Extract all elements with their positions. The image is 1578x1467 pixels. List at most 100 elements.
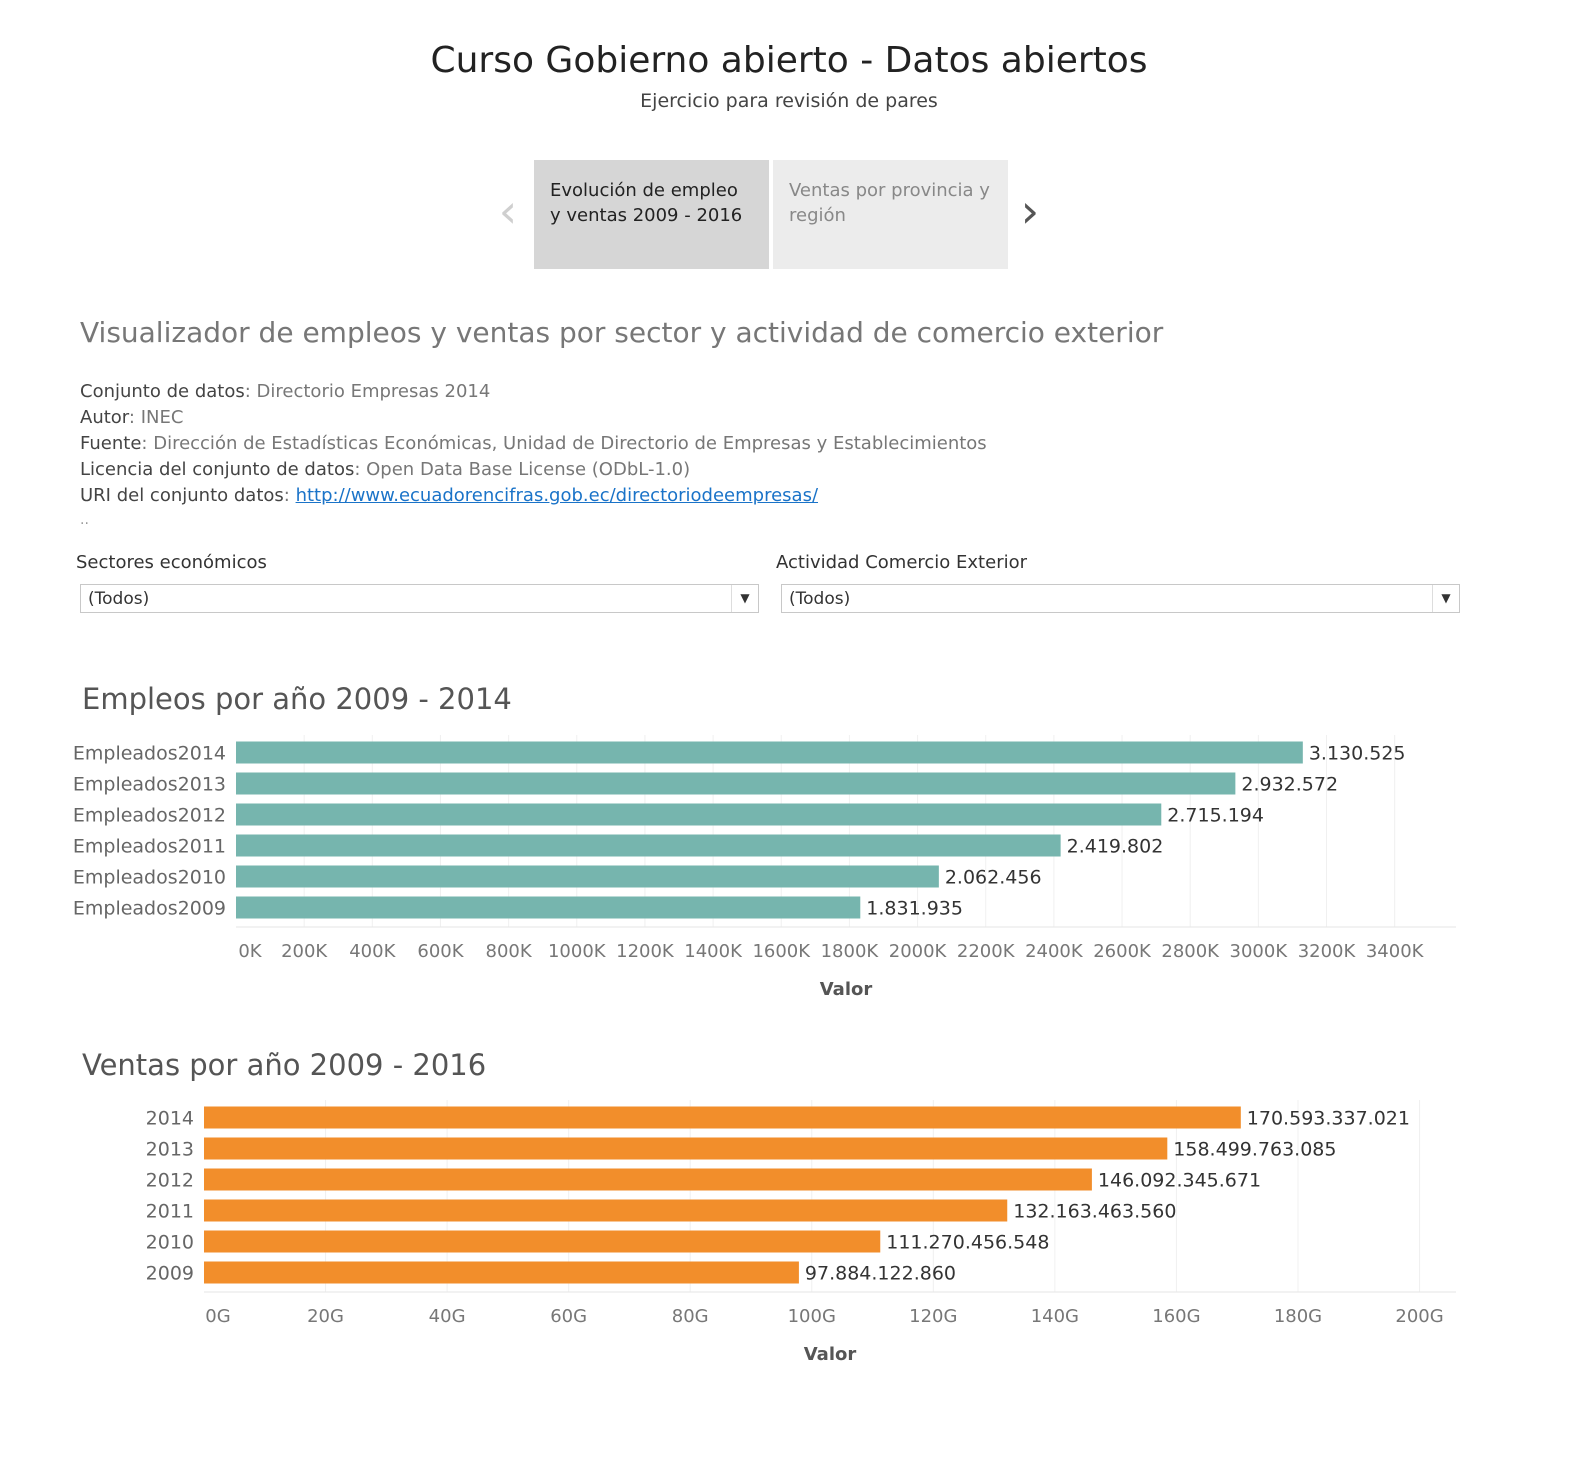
dropdown-value: (Todos) (88, 589, 150, 609)
meta-key: Fuente (80, 433, 142, 454)
dropdown-value: (Todos) (789, 589, 851, 609)
category-label: Empleados2012 (73, 805, 226, 827)
x-tick-label: 200G (1395, 1306, 1443, 1327)
x-tick-label: 2000K (889, 941, 948, 962)
data-label: 170.593.337.021 (1247, 1108, 1410, 1130)
bar (204, 1137, 1168, 1160)
meta-author: Autor: INEC (80, 407, 184, 428)
category-label: 2013 (146, 1139, 194, 1161)
category-label: 2011 (146, 1201, 194, 1223)
data-label: 3.130.525 (1309, 743, 1406, 765)
story-tab-label: Evolución de empleo y ventas 2009 - 2016 (550, 180, 743, 226)
dataset-uri-link[interactable]: http://www.ecuadorencifras.gob.ec/direct… (295, 485, 819, 506)
bar (236, 741, 1303, 764)
sectores-dropdown[interactable]: (Todos) ▼ (80, 584, 759, 613)
data-label: 2.932.572 (1241, 774, 1338, 796)
meta-value: Dirección de Estadísticas Económicas, Un… (153, 433, 987, 454)
x-tick-label: 160G (1152, 1306, 1200, 1327)
x-tick-label: 20G (307, 1306, 344, 1327)
bar (204, 1261, 799, 1284)
x-tick-label: 1600K (752, 941, 811, 962)
meta-key: Autor (80, 407, 129, 428)
x-tick-label: 80G (672, 1306, 709, 1327)
visualizer-title: Visualizador de empleos y ventas por sec… (80, 316, 1164, 349)
category-label: Empleados2009 (73, 898, 226, 920)
meta-key: Conjunto de datos (80, 381, 245, 402)
x-tick-label: 60G (550, 1306, 587, 1327)
x-axis-title: Valor (804, 1344, 857, 1365)
data-label: 2.062.456 (945, 867, 1042, 889)
chevron-left-icon[interactable]: ‹ (498, 184, 518, 238)
meta-source: Fuente: Dirección de Estadísticas Económ… (80, 433, 987, 454)
x-tick-label: 40G (429, 1306, 466, 1327)
bar (236, 834, 1061, 857)
category-label: Empleados2010 (73, 867, 226, 889)
data-label: 2.419.802 (1067, 836, 1164, 858)
x-tick-label: 180G (1274, 1306, 1322, 1327)
bar (204, 1168, 1092, 1191)
caret-down-icon[interactable]: ▼ (731, 585, 758, 612)
x-tick-label: 0K (238, 941, 262, 962)
data-label: 158.499.763.085 (1173, 1139, 1336, 1161)
chart-title-empleos: Empleos por año 2009 - 2014 (82, 682, 512, 716)
dashboard-title: Curso Gobierno abierto - Datos abiertos (430, 40, 1148, 81)
data-label: 1.831.935 (866, 898, 963, 920)
story-tab-evolucion[interactable]: Evolución de empleo y ventas 2009 - 2016 (534, 160, 769, 269)
x-tick-label: 3200K (1298, 941, 1357, 962)
x-tick-label: 1200K (616, 941, 675, 962)
data-label: 111.270.456.548 (886, 1232, 1049, 1254)
actividad-dropdown[interactable]: (Todos) ▼ (781, 584, 1460, 613)
bar (204, 1230, 881, 1253)
data-label: 97.884.122.860 (805, 1263, 956, 1285)
empleos-bar-chart: Empleados2014 3.130.525 Empleados2013 2.932… (73, 735, 1456, 1000)
x-tick-label: 800K (486, 941, 533, 962)
x-tick-label: 2800K (1161, 941, 1220, 962)
ventas-bar-chart: 2014 170.593.337.021 2013 158.499.763.085 20… (146, 1100, 1456, 1365)
category-label: 2010 (146, 1232, 194, 1254)
story-tab-label: Ventas por provincia y región (789, 180, 990, 226)
category-label: Empleados2011 (73, 836, 226, 858)
category-label: Empleados2014 (73, 743, 226, 765)
x-tick-label: 2400K (1025, 941, 1084, 962)
chevron-right-icon[interactable]: › (1020, 184, 1040, 238)
bar (236, 896, 861, 919)
dashboard-subtitle: Ejercicio para revisión de pares (640, 90, 938, 112)
x-tick-label: 3400K (1366, 941, 1425, 962)
category-label: Empleados2013 (73, 774, 226, 796)
meta-ellipsis: .. (80, 512, 89, 528)
x-tick-label: 200K (281, 941, 328, 962)
x-tick-label: 1000K (548, 941, 607, 962)
chart-title-ventas: Ventas por año 2009 - 2016 (82, 1048, 487, 1082)
category-label: 2009 (146, 1263, 194, 1285)
category-label: 2012 (146, 1170, 194, 1192)
meta-key: Licencia del conjunto de datos (80, 459, 355, 480)
bar (236, 865, 939, 888)
bar (204, 1199, 1008, 1222)
x-tick-label: 3000K (1230, 941, 1289, 962)
x-tick-label: 2200K (957, 941, 1016, 962)
meta-value: INEC (140, 407, 184, 428)
bar (236, 772, 1236, 795)
x-tick-label: 100G (788, 1306, 836, 1327)
bar (236, 803, 1162, 826)
x-tick-label: 600K (417, 941, 464, 962)
x-axis-title: Valor (820, 979, 873, 1000)
data-label: 132.163.463.560 (1013, 1201, 1176, 1223)
data-label: 146.092.345.671 (1098, 1170, 1261, 1192)
x-tick-label: 140G (1031, 1306, 1079, 1327)
x-tick-label: 2600K (1093, 941, 1152, 962)
category-label: 2014 (146, 1108, 194, 1130)
x-tick-label: 120G (909, 1306, 957, 1327)
caret-down-icon[interactable]: ▼ (1432, 585, 1459, 612)
meta-key: URI del conjunto datos (80, 485, 284, 506)
x-tick-label: 0G (205, 1306, 230, 1327)
meta-license: Licencia del conjunto de datos: Open Dat… (80, 459, 691, 480)
bar (204, 1106, 1241, 1129)
meta-uri: URI del conjunto datos: http://www.ecuad… (80, 485, 819, 506)
meta-dataset: Conjunto de datos: Directorio Empresas 2… (80, 381, 491, 402)
meta-value: Directorio Empresas 2014 (256, 381, 491, 402)
x-tick-label: 1400K (684, 941, 743, 962)
x-tick-label: 1800K (821, 941, 880, 962)
story-tab-ventas-provincia[interactable]: Ventas por provincia y región (773, 160, 1008, 269)
data-label: 2.715.194 (1167, 805, 1264, 827)
